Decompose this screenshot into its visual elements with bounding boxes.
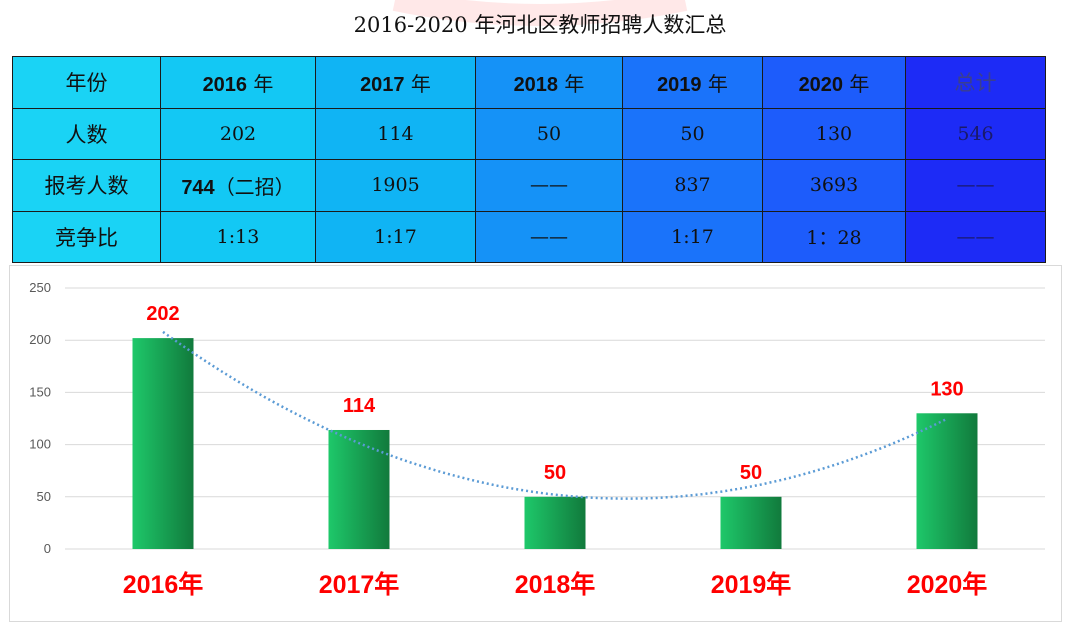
- bar: [916, 413, 978, 549]
- bar: [132, 338, 194, 549]
- table-cell: 130: [762, 107, 906, 160]
- y-tick-label: 250: [29, 280, 51, 295]
- bar: [524, 496, 586, 549]
- table-cell: 1:13: [160, 210, 316, 263]
- table-cell: ——: [905, 210, 1046, 263]
- table-cell: 546: [905, 107, 1046, 160]
- table-row-ratio: 竞争比 1:13 1:17 —— 1:17 1：28 ——: [12, 210, 1046, 263]
- table-cell: 202: [160, 107, 316, 160]
- table-row-applicants: 报考人数 744（二招） 1905 —— 837 3693 ——: [12, 159, 1046, 212]
- row-label-ratio: 竞争比: [12, 210, 161, 263]
- bar-chart: 0 50 100 150 200 250 202 2016年 114 2017年 50 2018年 5…: [29, 280, 1045, 599]
- row-label-count: 人数: [12, 107, 161, 160]
- row-label-applicants: 报考人数: [12, 159, 161, 212]
- header-2016: 2016 年: [160, 56, 316, 109]
- header-2019: 2019 年: [622, 56, 763, 109]
- x-category-label: 2016年: [123, 570, 204, 599]
- data-label: 130: [930, 378, 963, 400]
- x-category-label: 2018年: [515, 570, 596, 599]
- header-2017: 2017 年: [315, 56, 476, 109]
- table-cell: ——: [475, 159, 623, 212]
- table-cell: 50: [475, 107, 623, 160]
- recruitment-summary-table: 年份 2016 年 2017 年 2018 年 2019 年 2020 年 总计…: [12, 56, 1046, 263]
- x-category-label: 2019年: [711, 570, 792, 599]
- x-category-label: 2020年: [907, 570, 988, 599]
- table-cell: 1:17: [622, 210, 763, 263]
- table-cell: ——: [475, 210, 623, 263]
- table-header-row: 年份 2016 年 2017 年 2018 年 2019 年 2020 年 总计: [12, 56, 1046, 109]
- table-row-count: 人数 202 114 50 50 130 546: [12, 107, 1046, 160]
- x-category-label: 2017年: [319, 570, 400, 599]
- y-tick-label: 50: [37, 489, 51, 504]
- table-cell: 3693: [762, 159, 906, 212]
- table-cell: ——: [905, 159, 1046, 212]
- page-title: 2016-2020 年河北区教师招聘人数汇总: [353, 13, 727, 37]
- table-cell: 1:17: [315, 210, 476, 263]
- table-cell: 50: [622, 107, 763, 160]
- table-cell: 1905: [315, 159, 476, 212]
- table-cell: 1：28: [762, 210, 906, 263]
- table-cell: 744（二招）: [160, 159, 316, 212]
- y-tick-label: 100: [29, 437, 51, 452]
- y-tick-label: 150: [29, 384, 51, 399]
- y-tick-label: 0: [44, 541, 51, 556]
- header-2020: 2020 年: [762, 56, 906, 109]
- data-label: 50: [740, 462, 762, 484]
- y-tick-label: 200: [29, 332, 51, 347]
- header-total: 总计: [905, 56, 1046, 109]
- table-cell: 114: [315, 107, 476, 160]
- bar-chart-panel: 0 50 100 150 200 250 202 2016年 114 2017年 50 2018年 5…: [9, 265, 1062, 622]
- bar: [720, 496, 782, 549]
- data-label: 202: [146, 303, 179, 325]
- table-cell: 837: [622, 159, 763, 212]
- bar: [328, 429, 390, 549]
- header-year: 年份: [12, 56, 161, 109]
- header-2018: 2018 年: [475, 56, 623, 109]
- data-label: 50: [544, 462, 566, 484]
- data-label: 114: [343, 395, 376, 417]
